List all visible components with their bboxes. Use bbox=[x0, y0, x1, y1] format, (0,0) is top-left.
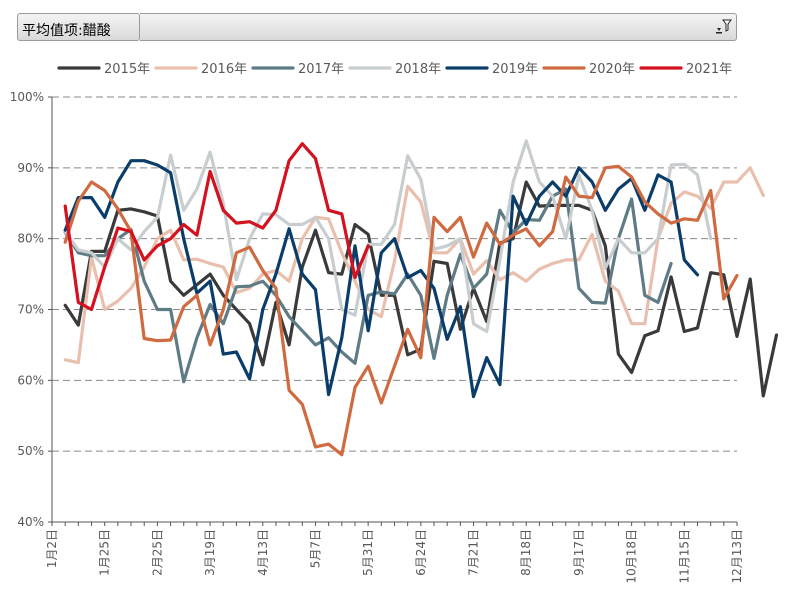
filter-dropdown-icon[interactable] bbox=[714, 17, 734, 37]
legend-label: 2018年 bbox=[395, 62, 441, 77]
legend-label: 2015年 bbox=[104, 62, 150, 77]
legend-label: 2021年 bbox=[686, 62, 732, 77]
x-tick-label: 3月19日 bbox=[203, 529, 217, 576]
legend-label: 2017年 bbox=[298, 62, 344, 77]
y-tick-label: 40% bbox=[17, 515, 44, 529]
x-tick-label: 10月18日 bbox=[625, 529, 639, 584]
y-tick-label: 80% bbox=[17, 232, 44, 246]
x-tick-label: 1月2日 bbox=[45, 529, 59, 568]
series-line-2015年 bbox=[63, 180, 779, 398]
x-tick-label: 12月13日 bbox=[730, 529, 744, 584]
series-line-2021年 bbox=[63, 142, 370, 312]
x-tick-label: 4月13日 bbox=[256, 529, 270, 576]
y-tick-label: 70% bbox=[17, 303, 44, 317]
x-tick-label: 7月21日 bbox=[467, 529, 481, 576]
x-tick-label: 9月17日 bbox=[572, 529, 586, 576]
chart-series bbox=[63, 139, 779, 457]
legend-label: 2019年 bbox=[492, 62, 538, 77]
chart-axes: 40% 50% 60% 70% 80% 90% 100% 1月2日 1月25日 2月25日 3月19… bbox=[10, 90, 744, 584]
x-tick-label: 6月24日 bbox=[414, 529, 428, 576]
y-tick-label: 60% bbox=[17, 373, 44, 387]
series-line-2016年 bbox=[63, 166, 765, 365]
series-line-2018年 bbox=[63, 139, 713, 334]
x-tick-label: 5月31日 bbox=[361, 529, 375, 576]
chart-legend: 2015年 2016年 2017年 2018年 2019年 2020年 2021年 bbox=[57, 62, 732, 77]
x-tick-label: 2月25日 bbox=[150, 529, 164, 576]
series-line-2019年 bbox=[63, 159, 700, 399]
y-tick-label: 90% bbox=[17, 161, 44, 175]
x-tick-label: 5月7日 bbox=[308, 529, 322, 568]
y-tick-label: 100% bbox=[10, 90, 44, 104]
x-tick-label: 8月18日 bbox=[519, 529, 533, 576]
legend-label: 2020年 bbox=[589, 62, 635, 77]
series-line-2020年 bbox=[63, 164, 739, 457]
x-tick-label: 11月15日 bbox=[677, 529, 691, 584]
chart-grid bbox=[52, 96, 737, 452]
pivot-field-button[interactable]: 平均值项:醋酸 bbox=[17, 13, 140, 41]
pivot-field-label: 平均值项:醋酸 bbox=[22, 23, 111, 39]
legend-label: 2016年 bbox=[201, 62, 247, 77]
y-tick-label: 50% bbox=[17, 444, 44, 458]
x-tick-label: 1月25日 bbox=[98, 529, 112, 576]
pivot-filter-bar bbox=[140, 13, 737, 41]
